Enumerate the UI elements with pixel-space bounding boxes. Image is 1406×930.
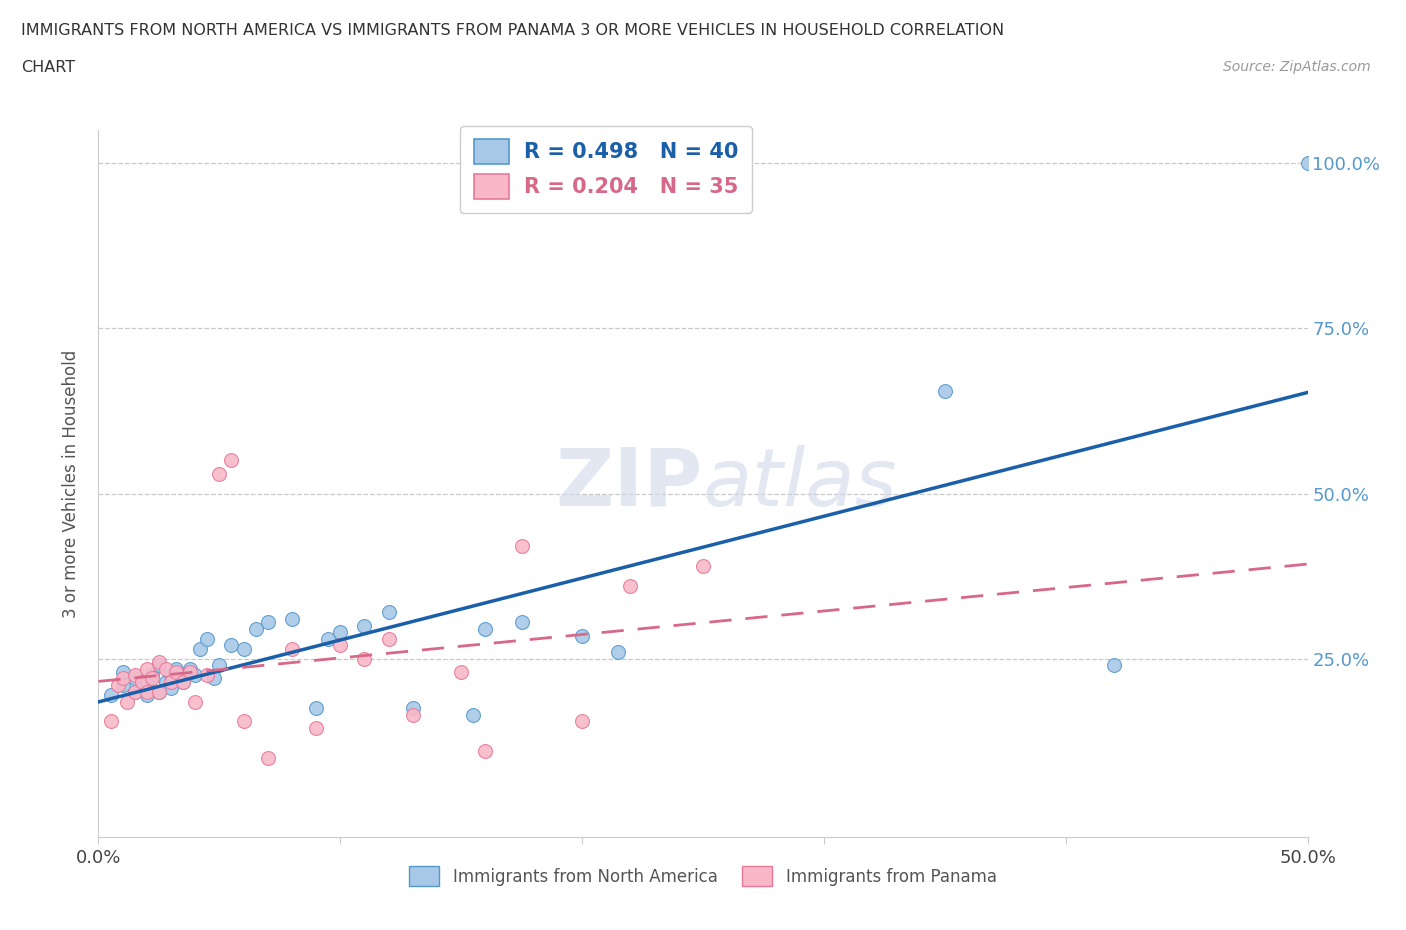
Point — [148, 684, 170, 699]
Point — [571, 628, 593, 643]
Point — [179, 661, 201, 676]
Point — [195, 668, 218, 683]
Point — [160, 668, 183, 683]
Point — [148, 658, 170, 672]
Point — [281, 642, 304, 657]
Point — [141, 668, 163, 683]
Point — [208, 658, 231, 672]
Point — [402, 708, 425, 723]
Point — [160, 681, 183, 696]
Point — [281, 612, 304, 627]
Point — [141, 671, 163, 686]
Point — [172, 674, 194, 689]
Point — [124, 684, 146, 699]
Point — [117, 694, 139, 709]
Y-axis label: 3 or more Vehicles in Household: 3 or more Vehicles in Household — [62, 350, 80, 618]
Point — [131, 674, 153, 689]
Point — [172, 674, 194, 689]
Point — [305, 721, 328, 736]
Point — [232, 642, 254, 657]
Point — [510, 615, 533, 630]
Point — [329, 638, 352, 653]
Point — [474, 744, 496, 759]
Point — [1102, 658, 1125, 672]
Point — [204, 671, 226, 686]
Point — [179, 664, 201, 679]
Point — [184, 694, 207, 709]
Point — [1296, 156, 1319, 171]
Point — [195, 631, 218, 646]
Point — [184, 668, 207, 683]
Point — [377, 605, 399, 620]
Point — [135, 687, 157, 702]
Point — [474, 621, 496, 636]
Text: ZIP: ZIP — [555, 445, 703, 523]
Point — [135, 684, 157, 699]
Point — [510, 538, 533, 553]
Point — [160, 674, 183, 689]
Point — [221, 638, 243, 653]
Point — [402, 700, 425, 715]
Text: atlas: atlas — [703, 445, 898, 523]
Point — [208, 466, 231, 481]
Point — [305, 700, 328, 715]
Point — [463, 708, 485, 723]
Point — [221, 453, 243, 468]
Point — [934, 384, 956, 399]
Point — [377, 631, 399, 646]
Point — [619, 578, 641, 593]
Text: Source: ZipAtlas.com: Source: ZipAtlas.com — [1223, 60, 1371, 74]
Point — [148, 655, 170, 670]
Text: IMMIGRANTS FROM NORTH AMERICA VS IMMIGRANTS FROM PANAMA 3 OR MORE VEHICLES IN HO: IMMIGRANTS FROM NORTH AMERICA VS IMMIGRA… — [21, 23, 1004, 38]
Point — [124, 684, 146, 699]
Point — [165, 661, 187, 676]
Point — [155, 674, 177, 689]
Point — [135, 661, 157, 676]
Point — [316, 631, 339, 646]
Point — [188, 642, 211, 657]
Legend: Immigrants from North America, Immigrants from Panama: Immigrants from North America, Immigrant… — [402, 859, 1004, 892]
Point — [111, 678, 134, 693]
Point — [245, 621, 267, 636]
Point — [100, 714, 122, 729]
Point — [232, 714, 254, 729]
Point — [111, 664, 134, 679]
Point — [107, 678, 129, 693]
Point — [256, 751, 278, 765]
Point — [256, 615, 278, 630]
Point — [155, 661, 177, 676]
Point — [111, 671, 134, 686]
Point — [607, 644, 630, 659]
Point — [692, 559, 714, 574]
Point — [353, 651, 375, 666]
Point — [353, 618, 375, 633]
Point — [100, 687, 122, 702]
Text: CHART: CHART — [21, 60, 75, 75]
Point — [165, 664, 187, 679]
Point — [329, 625, 352, 640]
Point — [450, 664, 472, 679]
Point — [135, 674, 157, 689]
Point — [148, 684, 170, 699]
Point — [124, 668, 146, 683]
Point — [124, 671, 146, 686]
Point — [571, 714, 593, 729]
